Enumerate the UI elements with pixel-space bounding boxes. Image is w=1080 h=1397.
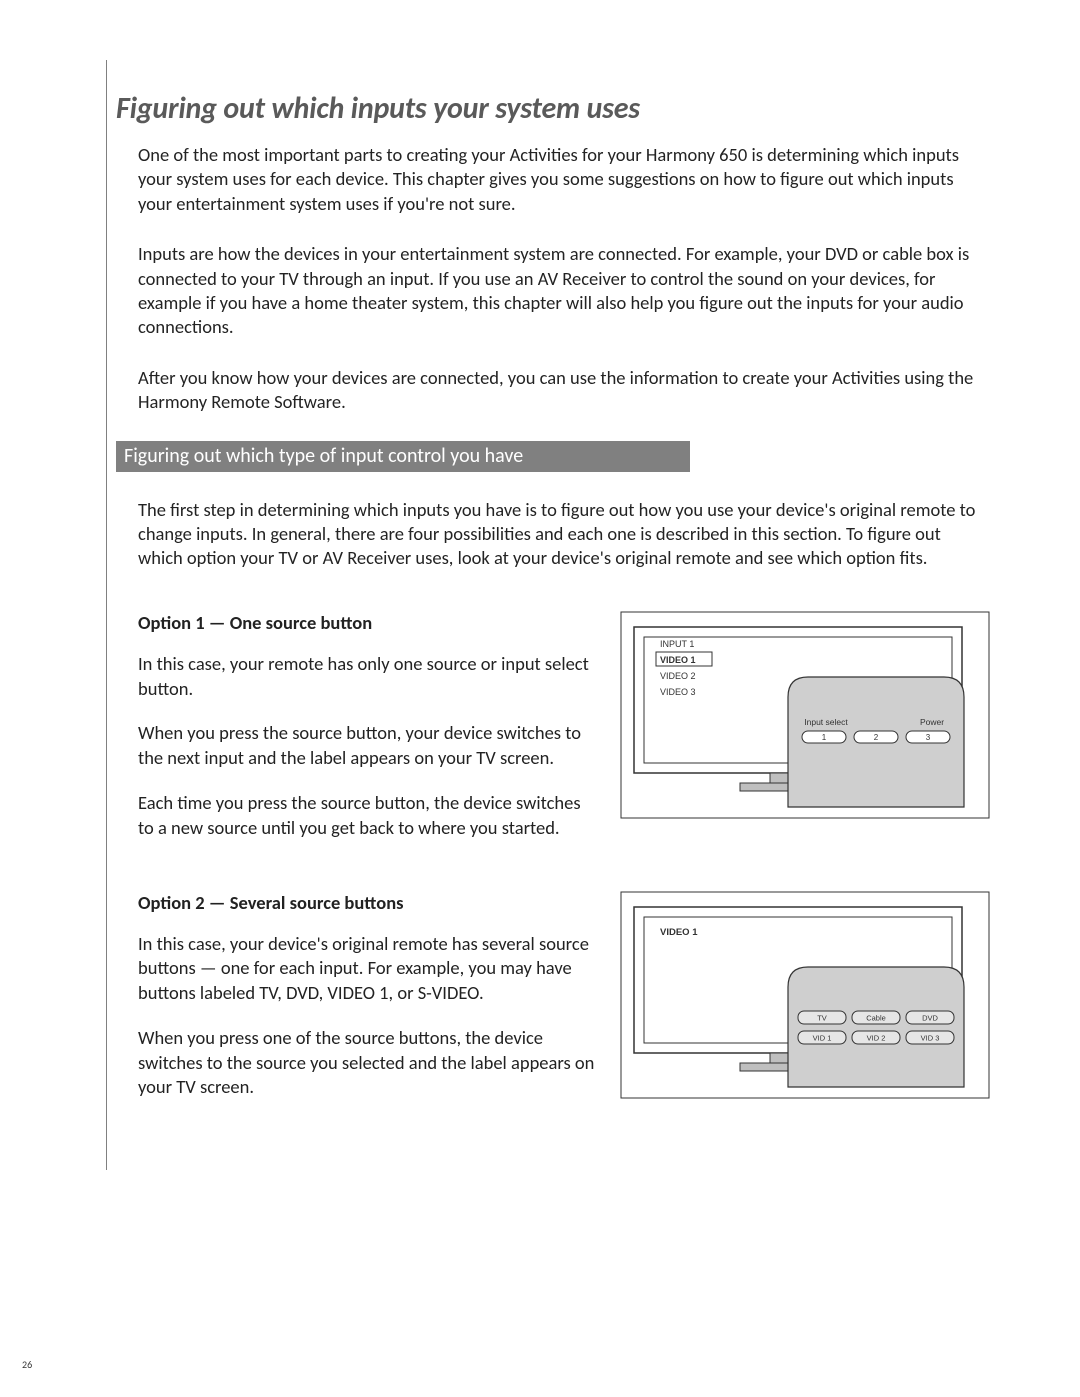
option2-paragraph: When you press one of the source buttons… bbox=[138, 1026, 600, 1100]
option1-paragraph: Each time you press the source button, t… bbox=[138, 791, 600, 841]
option1-figure: INPUT 1 VIDEO 1 VIDEO 2 VIDEO 3 Input select… bbox=[620, 611, 996, 861]
intro-paragraph: Inputs are how the devices in your enter… bbox=[138, 242, 986, 340]
option1-paragraph: In this case, your remote has only one s… bbox=[138, 652, 600, 702]
fig1-menu-item: VIDEO 1 bbox=[660, 655, 696, 665]
option2-figure: VIDEO 1 TV Cable DVD VID 1 VID 2 VID 3 bbox=[620, 891, 996, 1121]
section-intro: The first step in determining which inpu… bbox=[138, 498, 986, 571]
option1-text: Option 1 — One source button In this cas… bbox=[138, 611, 600, 861]
vertical-rule bbox=[106, 60, 107, 1170]
svg-text:2: 2 bbox=[874, 733, 879, 742]
page-heading: Figuring out which inputs your system us… bbox=[116, 90, 996, 127]
svg-text:3: 3 bbox=[926, 733, 931, 742]
svg-text:VID 1: VID 1 bbox=[813, 1033, 832, 1042]
svg-text:VID 3: VID 3 bbox=[921, 1033, 940, 1042]
svg-text:Cable: Cable bbox=[866, 1013, 886, 1022]
section-bar: Figuring out which type of input control… bbox=[116, 441, 690, 472]
option2-paragraph: In this case, your device's original rem… bbox=[138, 932, 600, 1006]
svg-text:1: 1 bbox=[822, 733, 827, 742]
fig1-menu-item: VIDEO 3 bbox=[660, 687, 696, 697]
intro-paragraph: One of the most important parts to creat… bbox=[138, 143, 986, 216]
option2-row: Option 2 — Several source buttons In thi… bbox=[138, 891, 996, 1121]
svg-text:TV: TV bbox=[817, 1013, 827, 1022]
fig1-label-power: Power bbox=[920, 717, 944, 727]
page-number: 26 bbox=[22, 1358, 32, 1371]
page-content: Figuring out which inputs your system us… bbox=[116, 90, 996, 1150]
svg-text:VID 2: VID 2 bbox=[867, 1033, 886, 1042]
option1-title: Option 1 — One source button bbox=[138, 611, 600, 634]
fig1-menu-item: INPUT 1 bbox=[660, 639, 694, 649]
intro-paragraph: After you know how your devices are conn… bbox=[138, 366, 986, 415]
fig1-label-input-select: Input select bbox=[804, 717, 848, 727]
option1-paragraph: When you press the source button, your d… bbox=[138, 721, 600, 771]
fig1-menu-item: VIDEO 2 bbox=[660, 671, 696, 681]
option1-row: Option 1 — One source button In this cas… bbox=[138, 611, 996, 861]
option2-text: Option 2 — Several source buttons In thi… bbox=[138, 891, 600, 1121]
option2-title: Option 2 — Several source buttons bbox=[138, 891, 600, 914]
fig2-screen-label: VIDEO 1 bbox=[660, 927, 698, 938]
svg-text:DVD: DVD bbox=[922, 1013, 938, 1022]
